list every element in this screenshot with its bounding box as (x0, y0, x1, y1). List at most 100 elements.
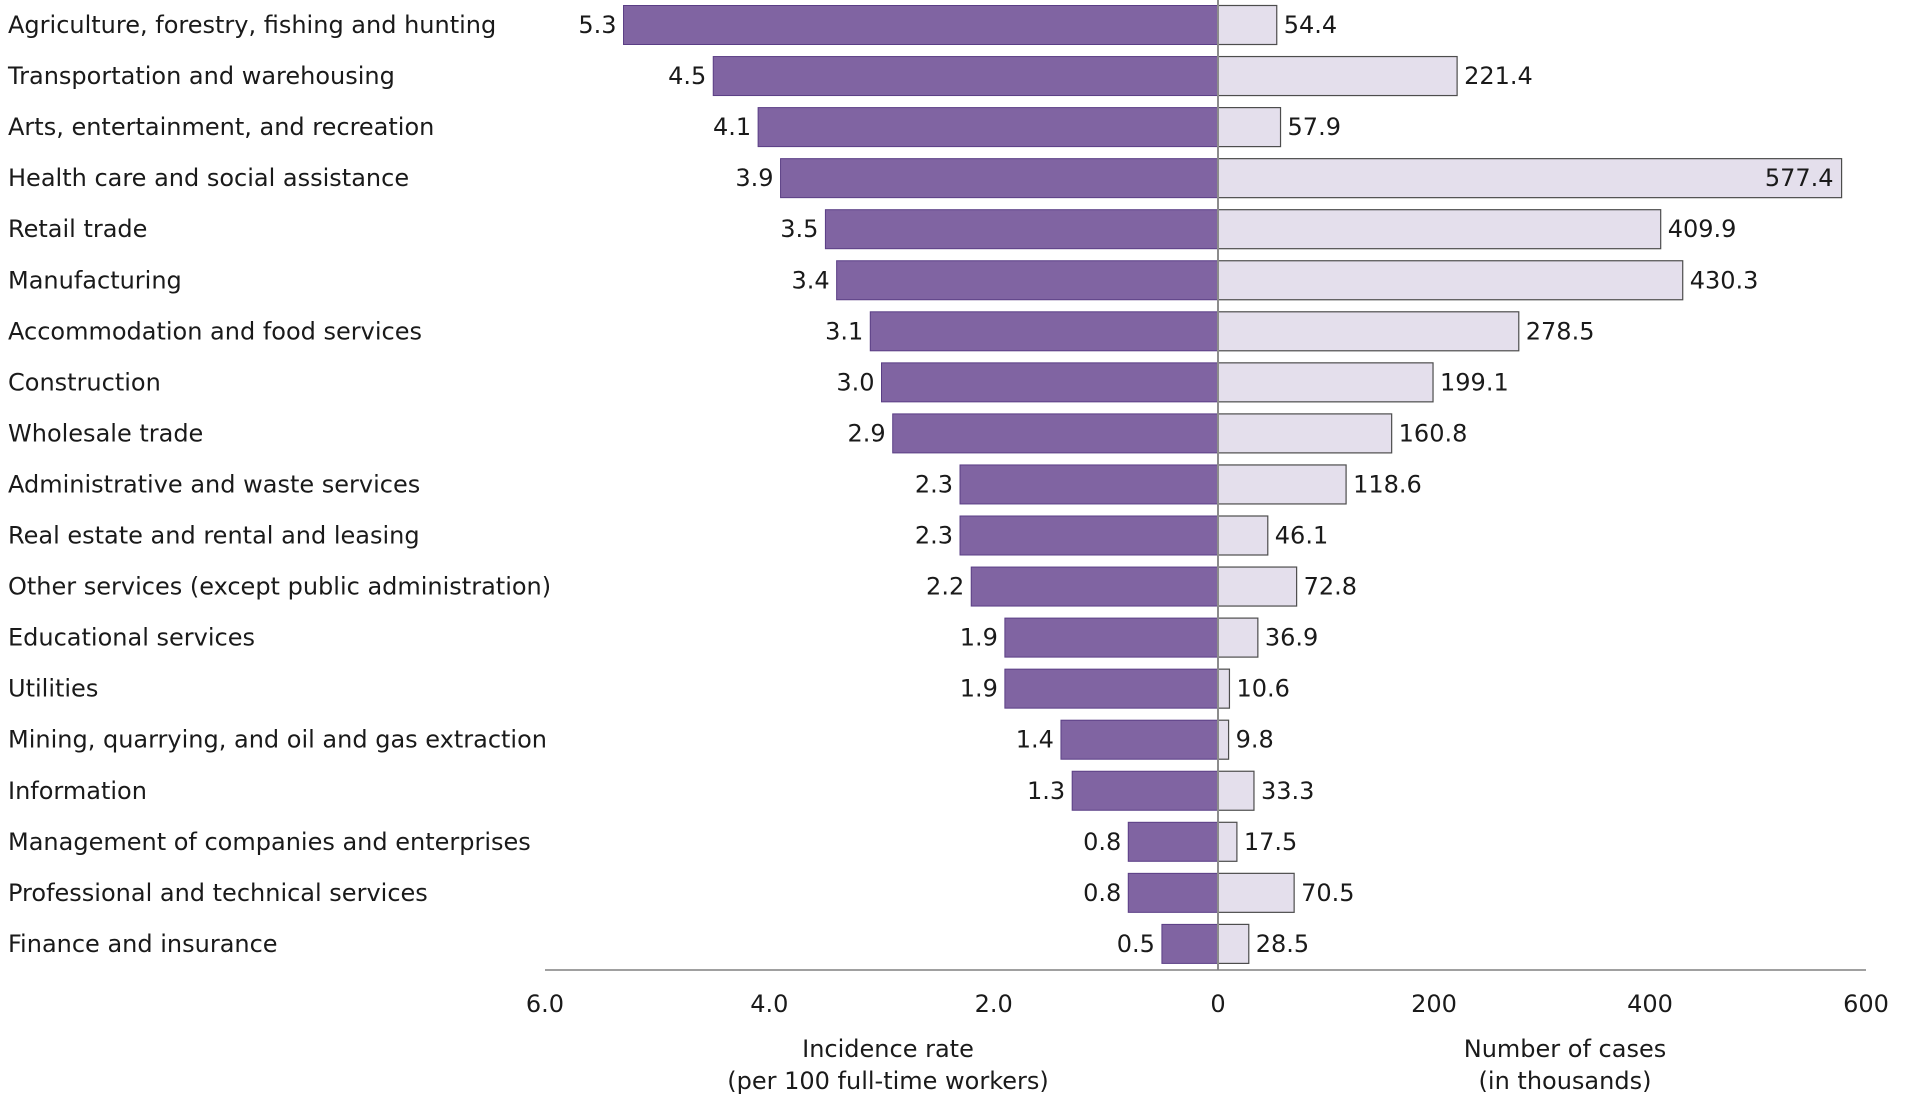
number-of-cases-bar (1217, 719, 1230, 760)
category-label: Information (8, 777, 147, 805)
incidence-rate-bar (836, 260, 1219, 301)
incidence-rate-bar (1004, 668, 1219, 709)
incidence-rate-bar (780, 158, 1219, 199)
incidence-rate-bar (970, 566, 1219, 607)
category-label: Professional and technical services (8, 879, 428, 907)
incidence-rate-bar (1071, 770, 1219, 811)
incidence-rate-value-label: 0.8 (1083, 879, 1121, 907)
left-axis-title: Incidence rate (802, 1035, 974, 1063)
right-axis-tick-label: 600 (1843, 990, 1889, 1018)
incidence-rate-bar (757, 107, 1219, 148)
incidence-rate-bar (959, 515, 1219, 556)
category-label: Wholesale trade (8, 419, 203, 447)
number-of-cases-value-label: 57.9 (1288, 113, 1341, 141)
incidence-rate-value-label: 3.9 (735, 164, 773, 192)
number-of-cases-value-label: 28.5 (1256, 930, 1309, 958)
incidence-rate-value-label: 0.8 (1083, 828, 1121, 856)
number-of-cases-value-label: 10.6 (1236, 675, 1289, 703)
number-of-cases-bar (1217, 362, 1434, 403)
number-of-cases-bar (1217, 260, 1684, 301)
category-label: Manufacturing (8, 266, 182, 294)
incidence-rate-value-label: 5.3 (578, 11, 616, 39)
incidence-rate-value-label: 1.9 (960, 675, 998, 703)
right-axis-title: (in thousands) (1479, 1067, 1652, 1095)
number-of-cases-value-label: 70.5 (1301, 879, 1354, 907)
number-of-cases-bar (1217, 872, 1295, 913)
number-of-cases-value-label: 46.1 (1275, 522, 1328, 550)
incidence-rate-value-label: 3.0 (836, 368, 874, 396)
incidence-rate-bar (1127, 872, 1219, 913)
number-of-cases-value-label: 33.3 (1261, 777, 1314, 805)
category-label: Construction (8, 368, 161, 396)
incidence-rate-bar (1060, 719, 1219, 760)
number-of-cases-value-label: 160.8 (1399, 419, 1468, 447)
incidence-rate-bar (824, 209, 1219, 250)
left-axis-tick-label: 4.0 (750, 990, 788, 1018)
number-of-cases-value-label: 36.9 (1265, 624, 1318, 652)
category-label: Management of companies and enterprises (8, 828, 531, 856)
incidence-rate-value-label: 2.2 (926, 573, 964, 601)
category-label: Transportation and warehousing (7, 62, 395, 90)
category-label: Finance and insurance (8, 930, 278, 958)
category-label: Mining, quarrying, and oil and gas extra… (8, 726, 547, 754)
number-of-cases-bar (1217, 821, 1238, 862)
category-label: Other services (except public administra… (8, 573, 551, 601)
number-of-cases-value-label: 9.8 (1236, 726, 1274, 754)
incidence-rate-value-label: 1.3 (1027, 777, 1065, 805)
left-axis-title: (per 100 full-time workers) (727, 1067, 1049, 1095)
incidence-rate-value-label: 2.3 (915, 470, 953, 498)
number-of-cases-bar (1217, 209, 1662, 250)
incidence-rate-value-label: 1.4 (1016, 726, 1054, 754)
incidence-rate-bar (892, 413, 1219, 454)
number-of-cases-bar (1217, 311, 1520, 352)
left-axis-tick-label: 6.0 (526, 990, 564, 1018)
left-axis-tick-label: 0 (1210, 990, 1225, 1018)
category-label: Administrative and waste services (8, 470, 420, 498)
number-of-cases-bar (1217, 158, 1843, 199)
category-label: Educational services (8, 624, 255, 652)
number-of-cases-value-label: 430.3 (1690, 266, 1759, 294)
number-of-cases-bar (1217, 55, 1458, 97)
incidence-rate-bar (623, 5, 1219, 45)
number-of-cases-bar (1217, 106, 1282, 148)
number-of-cases-bar (1217, 515, 1269, 556)
incidence-rate-bar (881, 362, 1219, 403)
incidence-rate-value-label: 4.5 (668, 62, 706, 90)
category-label: Utilities (8, 675, 98, 703)
category-label: Accommodation and food services (8, 317, 422, 345)
incidence-rate-bar (1127, 821, 1219, 862)
left-axis-tick-label: 2.0 (975, 990, 1013, 1018)
number-of-cases-value-label: 577.4 (1765, 164, 1834, 192)
category-label: Arts, entertainment, and recreation (8, 113, 434, 141)
incidence-rate-value-label: 3.4 (791, 266, 829, 294)
incidence-rate-value-label: 2.9 (848, 419, 886, 447)
category-label: Agriculture, forestry, fishing and hunti… (8, 11, 496, 39)
number-of-cases-value-label: 199.1 (1440, 368, 1509, 396)
incidence-rate-value-label: 1.9 (960, 624, 998, 652)
incidence-rate-value-label: 0.5 (1117, 930, 1155, 958)
incidence-rate-bar (1161, 923, 1219, 964)
number-of-cases-bar (1217, 413, 1393, 454)
number-of-cases-bar (1217, 4, 1278, 46)
category-label: Health care and social assistance (8, 164, 409, 192)
incidence-rate-bar (959, 464, 1219, 505)
incidence-rate-bar (869, 311, 1219, 352)
number-of-cases-value-label: 278.5 (1526, 317, 1595, 345)
number-of-cases-bar (1217, 923, 1250, 965)
incidence-rate-value-label: 3.1 (825, 317, 863, 345)
number-of-cases-bar (1217, 668, 1231, 709)
number-of-cases-value-label: 118.6 (1353, 470, 1422, 498)
right-axis-title: Number of cases (1464, 1035, 1666, 1063)
incidence-rate-bar (1004, 617, 1219, 658)
number-of-cases-bar (1217, 770, 1255, 811)
number-of-cases-bar (1217, 566, 1298, 607)
number-of-cases-value-label: 54.4 (1284, 11, 1337, 39)
incidence-rate-value-label: 4.1 (713, 113, 751, 141)
right-axis-tick-label: 200 (1411, 990, 1457, 1018)
incidence-rate-value-label: 3.5 (780, 215, 818, 243)
category-label: Real estate and rental and leasing (8, 522, 420, 550)
number-of-cases-bar (1217, 464, 1347, 505)
number-of-cases-value-label: 72.8 (1304, 573, 1357, 601)
